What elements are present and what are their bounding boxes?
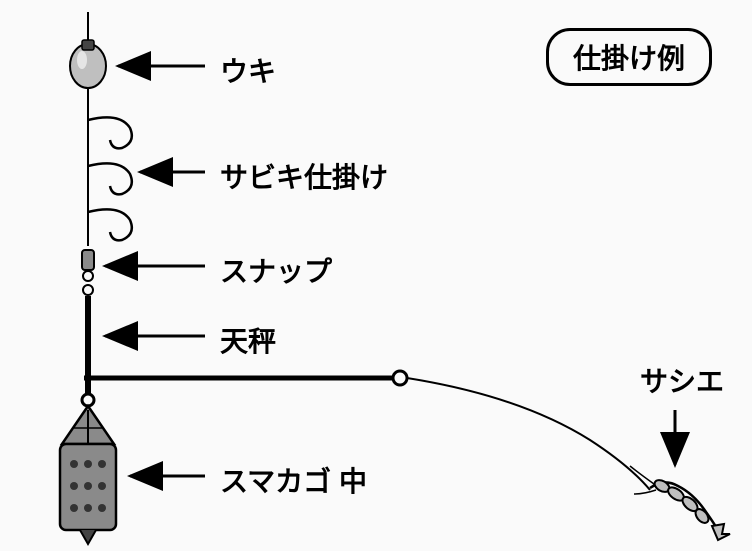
sabiki-hooks-icon (88, 117, 132, 240)
snap-icon (82, 250, 94, 281)
leader-line (407, 378, 650, 490)
shrimp-icon (630, 466, 730, 540)
sumakago-icon (60, 406, 116, 544)
tenbin-icon (82, 296, 407, 406)
swivel-icon (83, 285, 93, 295)
arrows (105, 66, 675, 476)
rig-diagram (0, 0, 752, 551)
float-icon (70, 40, 106, 88)
